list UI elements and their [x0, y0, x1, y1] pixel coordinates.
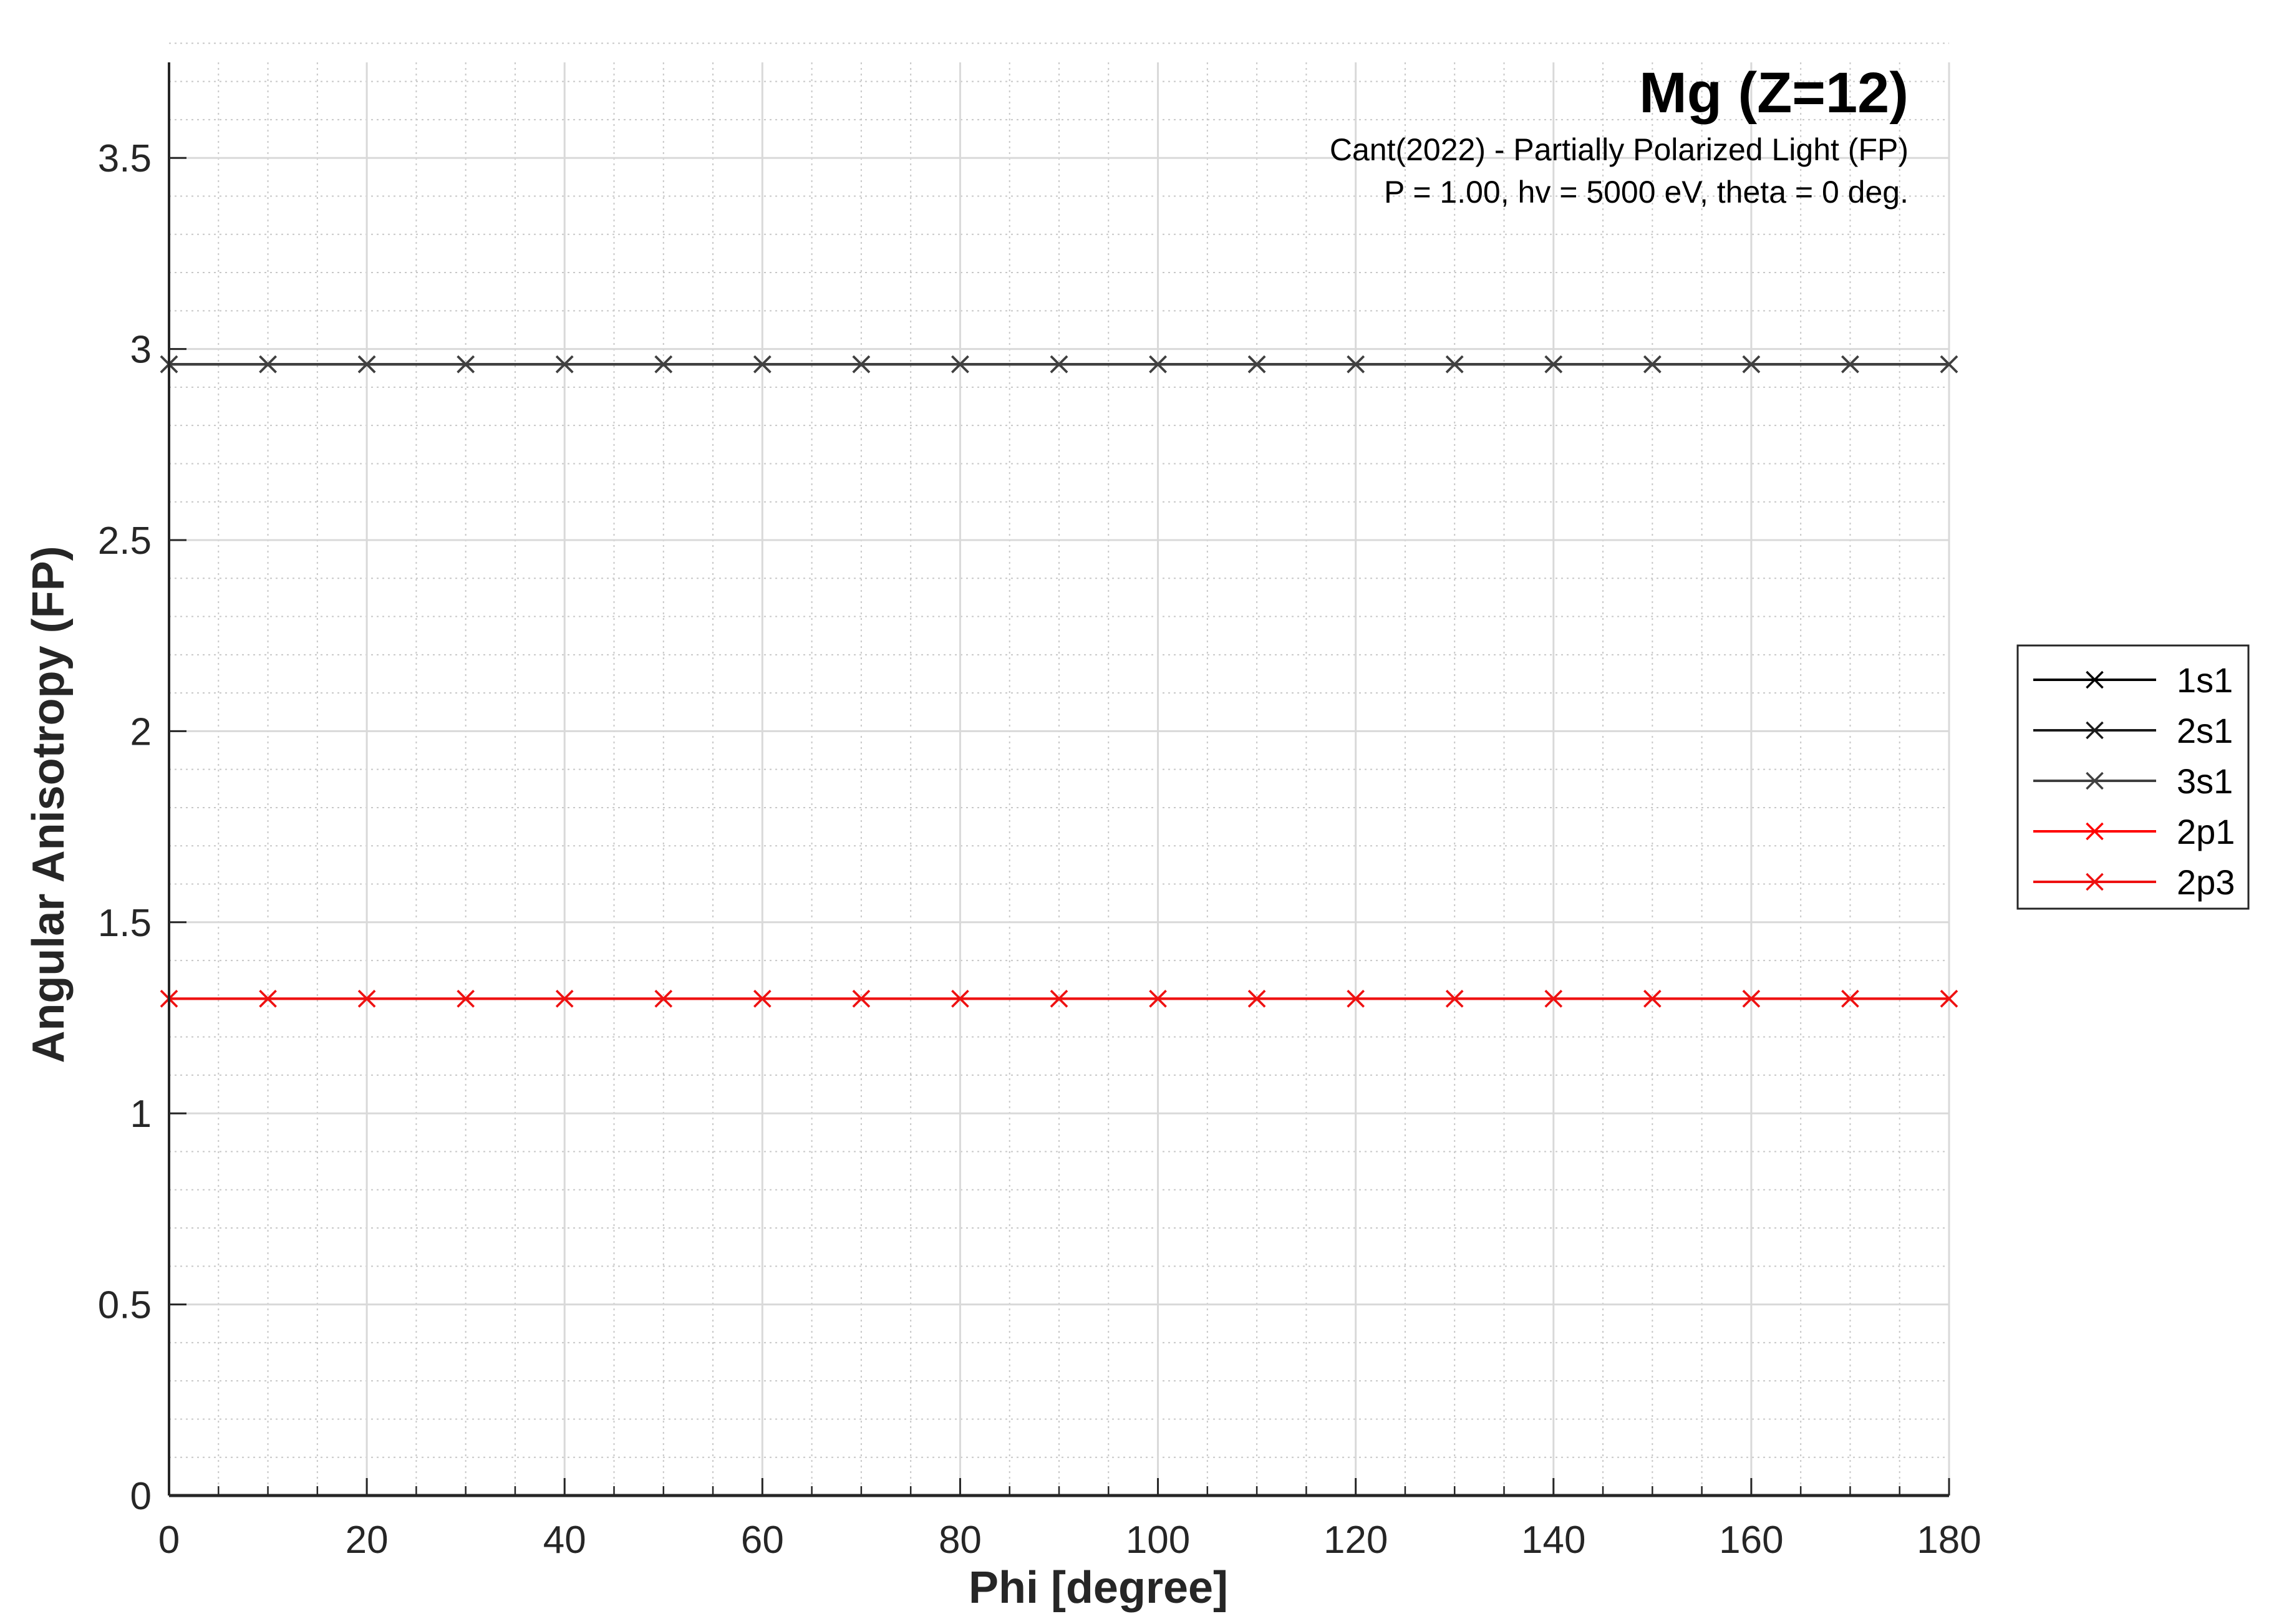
data-point-3s1: [852, 355, 871, 374]
data-point-2p3: [357, 990, 376, 1008]
legend-label: 1s1: [2177, 660, 2233, 700]
legend-item-2p3: 2p3: [2033, 863, 2235, 902]
data-point-3s1: [1643, 355, 1662, 374]
legend-label: 3s1: [2177, 761, 2233, 801]
legend-swatch-marker: [2086, 822, 2104, 841]
chart-subtitle-line-2: P = 1.00, hv = 5000 eV, theta = 0 deg.: [1384, 175, 1909, 210]
x-tick-label: 180: [1917, 1519, 1981, 1562]
legend-item-2s1: 2s1: [2033, 711, 2233, 750]
data-point-3s1: [1347, 355, 1365, 374]
series-3s1: [160, 355, 1958, 374]
data-point-2p3: [1940, 990, 1958, 1008]
data-point-3s1: [259, 355, 277, 374]
y-tick-label: 1.5: [98, 902, 152, 945]
data-point-2p3: [753, 990, 772, 1008]
series-2p3: [160, 990, 1958, 1008]
data-point-2p3: [951, 990, 969, 1008]
data-point-3s1: [1940, 355, 1958, 374]
x-tick-label: 80: [939, 1519, 982, 1562]
tick-labels: 0 20 40 60 80 100 120 140 160 180 0 0.5 1 1.5 2 2.5 3 3.5: [98, 137, 1981, 1562]
series-layer: [160, 355, 1958, 1008]
x-tick-label: 40: [543, 1519, 586, 1562]
legend-label: 2p1: [2177, 812, 2235, 851]
y-tick-label: 3.5: [98, 137, 152, 180]
x-tick-label: 100: [1126, 1519, 1190, 1562]
data-point-3s1: [1841, 355, 1859, 374]
data-point-2p3: [654, 990, 673, 1008]
chart-subtitle-line-1: Cant(2022) - Partially Polarized Light (…: [1330, 132, 1909, 167]
legend-label: 2p3: [2177, 863, 2235, 902]
axes-layer: [168, 62, 1950, 1497]
legend-swatch-marker: [2086, 670, 2104, 689]
data-point-3s1: [555, 355, 574, 374]
x-tick-label: 120: [1323, 1519, 1388, 1562]
data-point-2p3: [852, 990, 871, 1008]
data-point-2p3: [1347, 990, 1365, 1008]
data-point-3s1: [753, 355, 772, 374]
legend-swatch-marker: [2086, 721, 2104, 740]
y-tick-label: 2.5: [98, 520, 152, 563]
data-point-3s1: [1544, 355, 1563, 374]
minor-gridlines: [169, 42, 1949, 1496]
data-point-3s1: [1149, 355, 1167, 374]
y-tick-label: 0.5: [98, 1284, 152, 1327]
data-point-3s1: [654, 355, 673, 374]
data-point-2p3: [1742, 990, 1761, 1008]
y-tick-label: 2: [130, 710, 152, 753]
x-tick-label: 60: [741, 1519, 784, 1562]
legend-box: [2016, 644, 2250, 910]
y-tick-label: 1: [130, 1093, 152, 1136]
data-point-2p3: [1841, 990, 1859, 1008]
legend-item-1s1: 1s1: [2033, 660, 2233, 700]
data-point-2p3: [1050, 990, 1068, 1008]
legend-label: 2s1: [2177, 711, 2233, 750]
x-tick-label: 0: [158, 1519, 180, 1562]
data-point-2p3: [555, 990, 574, 1008]
y-axis-label: Angular Anisotropy (FP): [24, 546, 74, 1063]
data-point-3s1: [357, 355, 376, 374]
data-point-2p3: [1544, 990, 1563, 1008]
data-point-3s1: [1050, 355, 1068, 374]
legend-item-3s1: 3s1: [2033, 761, 2233, 801]
legend-items: 1s1 2s1 3s1 2p1 2p3: [2033, 660, 2235, 902]
data-point-2p3: [1643, 990, 1662, 1008]
data-point-2p3: [1445, 990, 1464, 1008]
data-point-3s1: [951, 355, 969, 374]
data-point-3s1: [1247, 355, 1266, 374]
legend-swatch-marker: [2086, 872, 2104, 891]
data-point-3s1: [1742, 355, 1761, 374]
data-point-2p3: [259, 990, 277, 1008]
data-point-2p3: [1149, 990, 1167, 1008]
legend: 1s1 2s1 3s1 2p1 2p3: [2016, 644, 2250, 910]
data-point-3s1: [457, 355, 475, 374]
y-tick-label: 0: [130, 1475, 152, 1518]
data-point-2p3: [1247, 990, 1266, 1008]
x-tick-label: 140: [1521, 1519, 1585, 1562]
y-tick-label: 3: [130, 329, 152, 372]
data-point-3s1: [1445, 355, 1464, 374]
x-tick-label: 160: [1719, 1519, 1783, 1562]
x-tick-label: 20: [346, 1519, 389, 1562]
legend-item-2p1: 2p1: [2033, 812, 2235, 851]
chart-title: Mg (Z=12): [1639, 61, 1909, 125]
x-axis-label: Phi [degree]: [969, 1563, 1228, 1613]
legend-swatch-marker: [2086, 771, 2104, 790]
data-point-2p3: [457, 990, 475, 1008]
